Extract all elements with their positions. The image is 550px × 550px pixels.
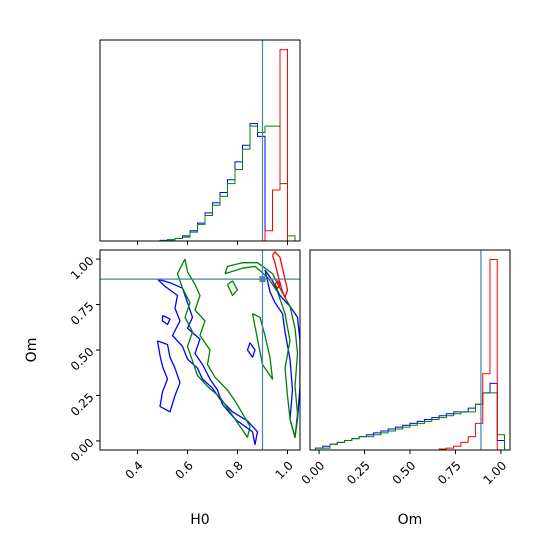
- omhist-x-tick-label: 1.00: [480, 458, 509, 487]
- hist-series-2: [315, 259, 505, 450]
- om-histogram-panel: 0.00 0.25 0.50 0.75 1.00 Om: [299, 249, 511, 528]
- hist-series-0: [314, 382, 506, 450]
- h0-om-contour-panel: 0.4 0.6 0.8 1.0 0.00 0.25 0.50 0.75 1.00 H0 Om: [24, 249, 301, 528]
- hist-series-1: [100, 125, 296, 241]
- h0-histogram-frame: [99, 39, 301, 242]
- h0-histogram-panel: [99, 39, 301, 245]
- contour-x-tick-label: 0.4: [122, 458, 145, 481]
- contour-x-tick-label: 1.0: [272, 458, 295, 481]
- om-histogram-frame: [309, 249, 511, 451]
- x-axis-label-h0: H0: [190, 512, 209, 528]
- contour-series-1-level-2: [251, 313, 274, 380]
- contour-series-0-level-0: [157, 278, 259, 446]
- contour-series-1-level-1: [224, 262, 299, 438]
- hist-series-1: [314, 392, 506, 450]
- omhist-x-tick-label: 0.25: [344, 458, 373, 487]
- x-axis-label-om: Om: [398, 512, 423, 528]
- omhist-x-tick-label: 0.50: [390, 458, 419, 487]
- contour-y-tick-label: 1.00: [68, 254, 97, 283]
- contour-series-2-level-0: [271, 251, 289, 298]
- contour-x-tick-label: 0.6: [172, 458, 195, 481]
- omhist-x-tick-label: 0.75: [435, 458, 464, 487]
- contour-x-tick-label: 0.8: [222, 458, 245, 481]
- contour-series-0-level-2: [161, 314, 171, 326]
- hist-series-0: [100, 123, 295, 241]
- contour-series-0-level-1: [156, 340, 181, 413]
- contour-series-1-level-0: [176, 258, 251, 438]
- omhist-x-tick-label: 0.00: [299, 458, 328, 487]
- contour-y-tick-label: 0.00: [68, 436, 97, 465]
- contour-y-tick-label: 0.50: [68, 345, 97, 374]
- contour-series-1-level-3: [226, 280, 239, 297]
- contour-series-2-level-1: [274, 280, 281, 289]
- contour-y-tick-label: 0.25: [68, 390, 97, 419]
- hist-series-2: [100, 49, 295, 241]
- contour-y-tick-label: 0.75: [68, 299, 97, 328]
- contour-series-0-level-4: [246, 342, 256, 358]
- truth-marker: [259, 276, 266, 283]
- y-axis-label-om: Om: [24, 338, 40, 363]
- contour-series-0-level-3: [264, 269, 300, 438]
